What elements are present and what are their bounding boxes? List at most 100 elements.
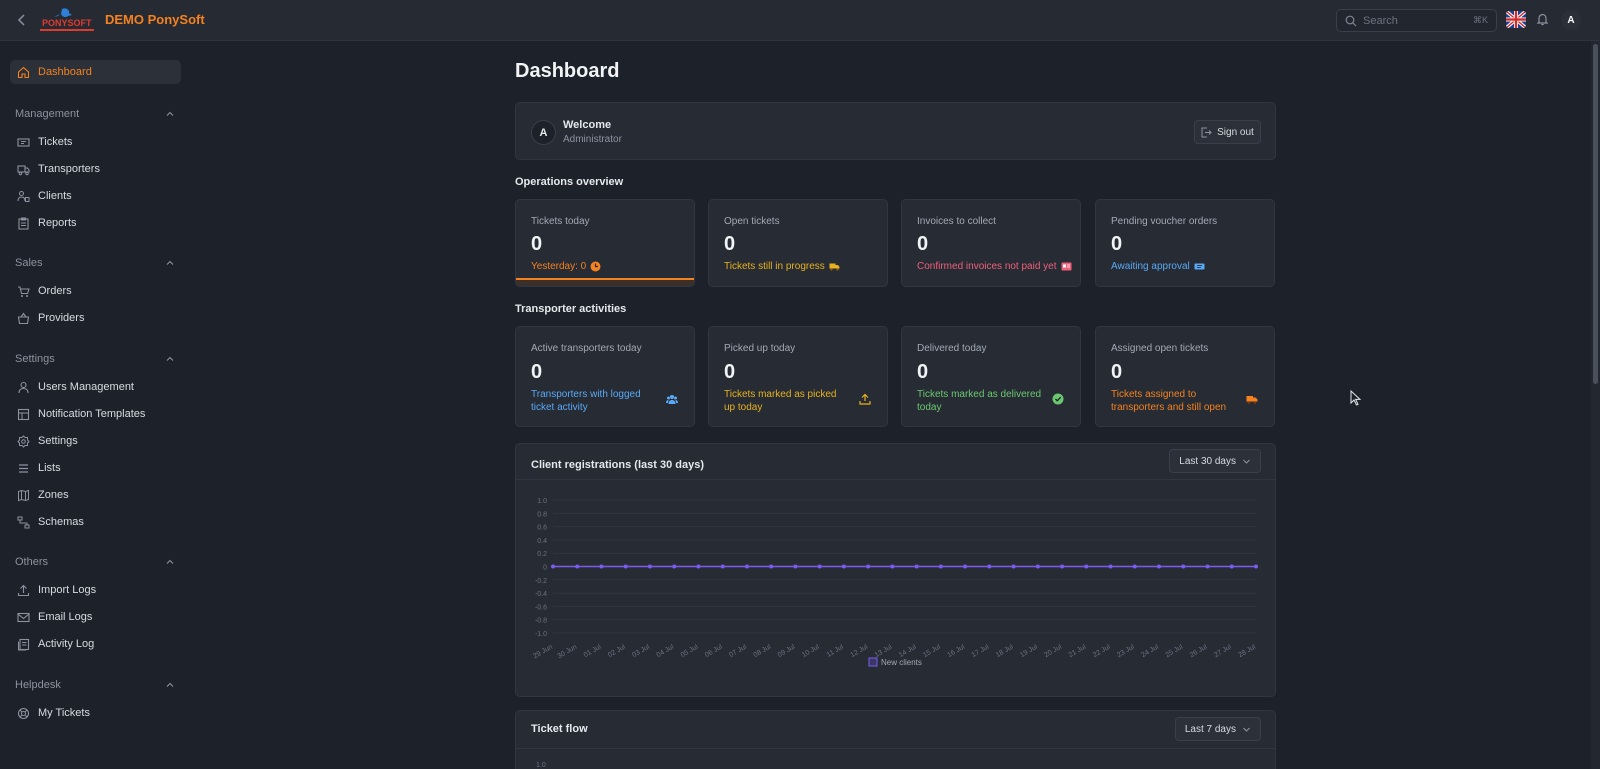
section-others[interactable]: Others xyxy=(15,556,175,568)
stat-card-tickets-today[interactable]: Tickets today 0 Yesterday: 0 xyxy=(515,199,695,287)
search-icon xyxy=(1345,15,1357,26)
sidebar-item-providers[interactable]: Providers xyxy=(10,306,181,330)
truck-icon xyxy=(829,263,840,271)
section-settings[interactable]: Settings xyxy=(15,353,175,365)
stat-value: 0 xyxy=(1111,233,1123,255)
data-point xyxy=(1205,564,1210,569)
data-point xyxy=(623,564,628,569)
operations-title: Operations overview xyxy=(515,176,624,188)
stat-sub: Tickets marked as delivered today xyxy=(917,389,1042,413)
back-arrow-icon[interactable] xyxy=(12,10,32,30)
sidebar-item-my-tickets[interactable]: My Tickets xyxy=(10,701,181,725)
x-tick-label: 05 Jul xyxy=(680,643,700,659)
sidebar-item-label: Schemas xyxy=(38,516,84,528)
sidebar-item-reports[interactable]: Reports xyxy=(10,211,181,235)
data-point xyxy=(1108,564,1113,569)
y-tick-label: 0.8 xyxy=(537,511,547,518)
search-shortcut: ⌘K xyxy=(1472,15,1488,25)
x-tick-label: 11 Jul xyxy=(826,643,846,658)
stat-card-picked-up-today[interactable]: Picked up today 0 Tickets marked as pick… xyxy=(708,326,888,427)
scrollbar-track[interactable] xyxy=(1591,41,1600,769)
stat-label: Assigned open tickets xyxy=(1111,343,1209,354)
range-label: Last 7 days xyxy=(1184,723,1236,735)
sidebar-item-zones[interactable]: Zones xyxy=(10,483,181,507)
brand-name[interactable]: DEMO PonySoft xyxy=(105,12,205,27)
stat-card-pending-voucher-orders[interactable]: Pending voucher orders 0 Awaiting approv… xyxy=(1095,199,1275,287)
search-input[interactable]: Search ⌘K xyxy=(1336,9,1497,32)
client-registrations-card: Client registrations (last 30 days) Last… xyxy=(515,443,1276,697)
section-helpdesk[interactable]: Helpdesk xyxy=(15,679,175,691)
sidebar-item-orders[interactable]: Orders xyxy=(10,279,181,303)
range-dropdown[interactable]: Last 30 days xyxy=(1169,449,1261,473)
ponysoft-logo[interactable]: PONYSOFT xyxy=(40,7,94,32)
sidebar-item-dashboard[interactable]: Dashboard xyxy=(10,60,181,84)
sidebar-item-tickets[interactable]: Tickets xyxy=(10,130,181,154)
y-tick-label: 0.4 xyxy=(537,538,547,545)
sidebar-item-import-logs[interactable]: Import Logs xyxy=(10,578,181,602)
x-tick-label: 10 Jul xyxy=(801,643,821,659)
sign-out-button[interactable]: Sign out xyxy=(1194,120,1261,144)
uk-flag-icon[interactable] xyxy=(1506,11,1526,28)
stat-label: Invoices to collect xyxy=(917,216,996,227)
stat-sub: Confirmed invoices not paid yet xyxy=(917,261,1072,272)
x-tick-label: 24 Jul xyxy=(1140,643,1160,659)
sidebar-item-activity-log[interactable]: Activity Log xyxy=(10,632,181,656)
legend-label: New clients xyxy=(881,658,922,667)
bell-icon[interactable] xyxy=(1535,12,1550,27)
y-tick-label: -0.8 xyxy=(535,618,547,625)
sidebar-item-clients[interactable]: Clients xyxy=(10,184,181,208)
range-dropdown[interactable]: Last 7 days xyxy=(1174,717,1261,741)
activity-icon xyxy=(16,637,30,651)
stat-sub: Awaiting approval xyxy=(1111,261,1205,272)
sidebar-item-users-management[interactable]: Users Management xyxy=(10,375,181,399)
stat-card-invoices-to-collect[interactable]: Invoices to collect 0 Confirmed invoices… xyxy=(901,199,1081,287)
gear-icon xyxy=(16,434,30,448)
section-title: Helpdesk xyxy=(15,679,61,691)
data-point xyxy=(938,564,943,569)
map-icon xyxy=(16,488,30,502)
x-tick-label: 02 Jul xyxy=(607,643,627,659)
x-tick-label: 07 Jul xyxy=(728,643,748,659)
sidebar-item-settings[interactable]: Settings xyxy=(10,429,181,453)
sign-out-icon xyxy=(1201,127,1212,137)
sidebar-item-notification-templates[interactable]: Notification Templates xyxy=(10,402,181,426)
sidebar-item-schemas[interactable]: Schemas xyxy=(10,510,181,534)
stat-sub: Tickets assigned to transporters and sti… xyxy=(1111,389,1227,413)
data-point xyxy=(1060,564,1065,569)
chevron-down-icon xyxy=(1243,459,1250,464)
section-title: Sales xyxy=(15,257,43,269)
sidebar-item-label: Settings xyxy=(38,435,78,447)
chevron-up-icon xyxy=(166,260,174,265)
sidebar-item-label: My Tickets xyxy=(38,707,90,719)
x-tick-label: 28 Jul xyxy=(1237,643,1257,659)
sidebar-item-email-logs[interactable]: Email Logs xyxy=(10,605,181,629)
clock-icon xyxy=(590,261,601,272)
chevron-up-icon xyxy=(166,111,174,116)
y-tick-label: 0 xyxy=(543,565,547,572)
x-tick-label: 23 Jul xyxy=(1116,643,1136,659)
x-tick-label: 15 Jul xyxy=(922,643,942,659)
sidebar-item-label: Transporters xyxy=(38,163,100,175)
stat-card-assigned-open-tickets[interactable]: Assigned open tickets 0 Tickets assigned… xyxy=(1095,326,1275,427)
section-management[interactable]: Management xyxy=(15,108,175,120)
stat-card-open-tickets[interactable]: Open tickets 0 Tickets still in progress xyxy=(708,199,888,287)
stat-card-delivered-today[interactable]: Delivered today 0 Tickets marked as deli… xyxy=(901,326,1081,427)
stat-card-active-transporters[interactable]: Active transporters today 0 Transporters… xyxy=(515,326,695,427)
section-title: Management xyxy=(15,108,80,120)
section-sales[interactable]: Sales xyxy=(15,257,175,269)
search-placeholder: Search xyxy=(1363,14,1398,27)
sidebar-item-transporters[interactable]: Transporters xyxy=(10,157,181,181)
check-circle-icon xyxy=(1052,393,1064,405)
data-point xyxy=(769,564,774,569)
users-icon xyxy=(666,395,678,404)
logo-text: PONYSOFT xyxy=(42,18,92,28)
stat-sub-text: Awaiting approval xyxy=(1111,261,1190,272)
user-avatar[interactable]: A xyxy=(1561,10,1581,30)
scrollbar-thumb[interactable] xyxy=(1593,44,1598,384)
x-tick-label: 29 Jun xyxy=(532,644,554,661)
sidebar-item-lists[interactable]: Lists xyxy=(10,456,181,480)
x-tick-label: 27 Jul xyxy=(1213,643,1233,659)
y-tick-label: -1.0 xyxy=(535,631,547,638)
sidebar-item-label: Reports xyxy=(38,217,77,229)
divider xyxy=(516,748,1275,749)
